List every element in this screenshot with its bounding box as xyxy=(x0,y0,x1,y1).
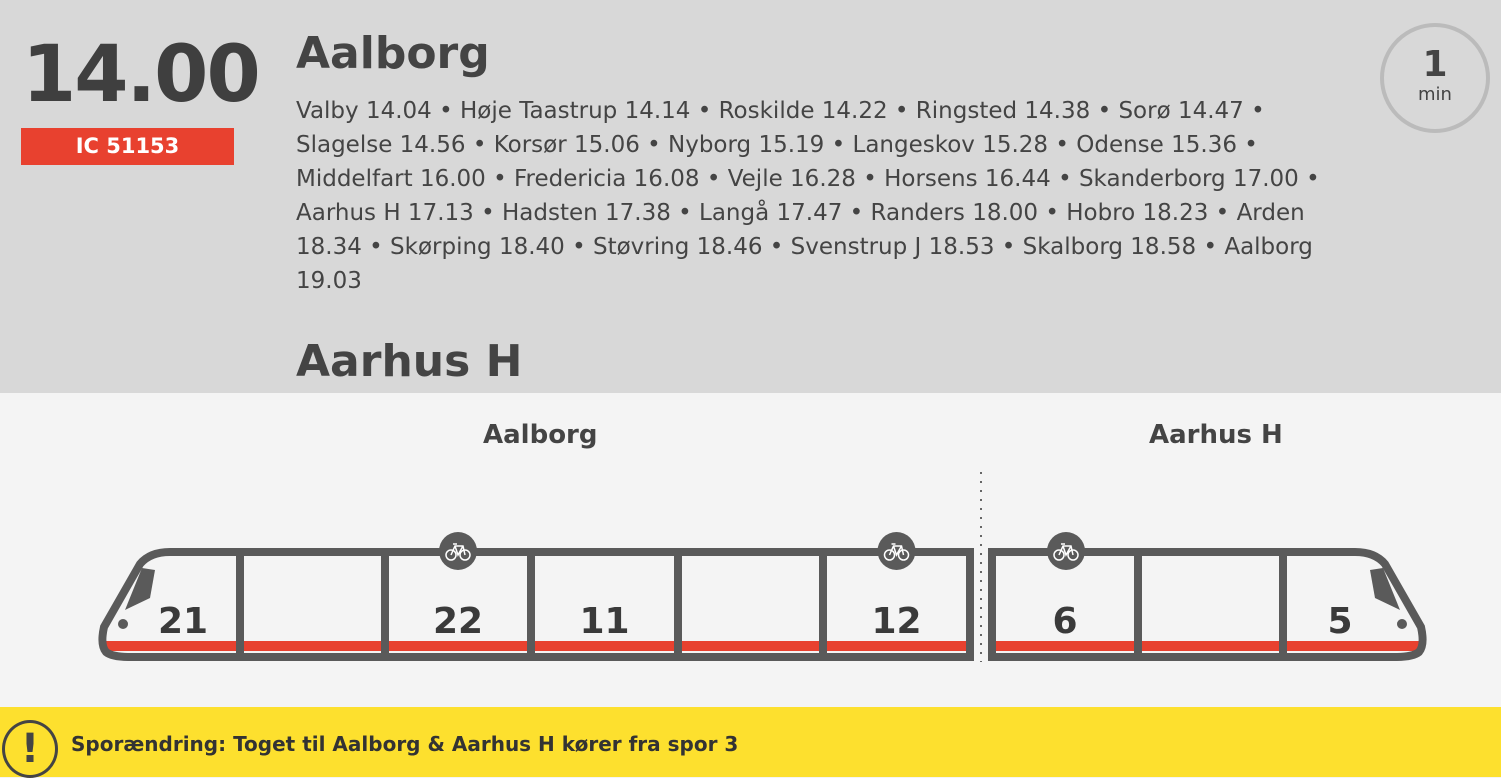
bike-frame xyxy=(450,543,466,557)
bike-frame xyxy=(888,543,905,557)
stops-list: Valby 14.04 • Høje Taastrup 14.14 • Rosk… xyxy=(296,98,1320,294)
train-id-badge: IC 51153 xyxy=(21,128,234,165)
train-body xyxy=(102,552,970,657)
headlight xyxy=(1397,619,1407,629)
bike-frame xyxy=(1058,543,1074,557)
car-number: 22 xyxy=(433,601,483,642)
train-outline xyxy=(988,548,1427,661)
red-stripe xyxy=(102,641,970,651)
bike-wheel xyxy=(445,549,457,561)
car-number: 11 xyxy=(579,601,629,642)
departure-panel: 14.00 IC 51153 Aalborg Valby 14.04 • Høj… xyxy=(0,0,1501,393)
cab-window xyxy=(125,568,155,610)
bike-wheel xyxy=(1053,549,1065,561)
exclamation-icon: ! xyxy=(2,720,58,778)
bike-wheel xyxy=(897,549,910,561)
destination: Aalborg xyxy=(296,28,490,79)
bike-wheel xyxy=(1067,549,1079,561)
train-body xyxy=(992,552,1423,657)
bike-icon xyxy=(877,532,916,570)
track-change-alert: ! Sporændring: Toget til Aalborg & Aarhu… xyxy=(0,707,1501,778)
headlight xyxy=(118,619,128,629)
car-number: 21 xyxy=(158,601,208,642)
departure-time: 14.00 xyxy=(22,30,261,120)
car-number: 5 xyxy=(1327,601,1352,642)
bike-icon xyxy=(1047,532,1085,570)
bike-wheel xyxy=(459,549,471,561)
minutes-value: 1 xyxy=(1422,44,1448,85)
bike-wheel xyxy=(883,549,896,561)
minutes-countdown: 1 min xyxy=(1380,23,1490,133)
unit-label-aarhus: Aarhus H xyxy=(1149,420,1283,450)
alert-text: Sporændring: Toget til Aalborg & Aarhus … xyxy=(71,732,739,756)
second-destination: Aarhus H xyxy=(296,336,523,387)
unit-label-aalborg: Aalborg xyxy=(483,420,598,450)
car-number: 6 xyxy=(1052,601,1077,642)
red-stripe xyxy=(992,641,1423,651)
train-composition: 21 22 11 12 6 5 xyxy=(98,472,1427,662)
car-number: 12 xyxy=(871,601,921,642)
train-outline xyxy=(98,548,974,661)
bike-icon xyxy=(439,532,477,570)
cab-window xyxy=(1370,568,1400,610)
minutes-unit: min xyxy=(1418,84,1452,105)
